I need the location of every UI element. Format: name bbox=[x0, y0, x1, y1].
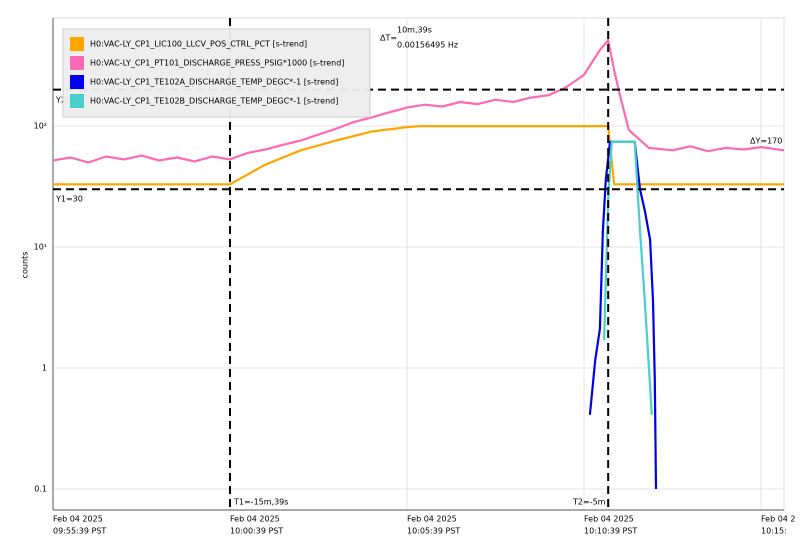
annotation: T1=-15m,39s bbox=[233, 498, 288, 507]
legend-label: H0:VAC-LY_CP1_PT101_DISCHARGE_PRESS_PSIG… bbox=[90, 59, 344, 68]
y-tick-label: 10¹ bbox=[34, 243, 47, 252]
annotation: 0.00156495 Hz bbox=[397, 41, 458, 50]
legend-label: H0:VAC-LY_CP1_TE102B_DISCHARGE_TEMP_DEGC… bbox=[90, 97, 338, 106]
x-tick-label: Feb 04 2025 bbox=[407, 515, 457, 524]
x-tick-label: Feb 04 2025 bbox=[584, 515, 634, 524]
legend-swatch bbox=[70, 56, 84, 70]
y-tick-label: 10² bbox=[34, 122, 47, 131]
y-axis-label: counts bbox=[21, 252, 30, 279]
annotation: ΔT= bbox=[380, 34, 397, 43]
x-tick-label: Feb 04 2025 bbox=[230, 515, 280, 524]
x-tick-label: 10:05:39 PST bbox=[407, 527, 460, 536]
annotation: 10m,39s bbox=[397, 26, 432, 35]
y-tick-label: 1 bbox=[42, 363, 47, 372]
annotation: ΔY=170 bbox=[750, 137, 782, 146]
annotation: Y1=30 bbox=[55, 195, 83, 204]
legend-label: H0:VAC-LY_CP1_LIC100_LLCV_POS_CTRL_PCT [… bbox=[90, 40, 307, 49]
legend-swatch bbox=[70, 37, 84, 51]
y-tick-label: 0.1 bbox=[34, 484, 47, 493]
legend-swatch bbox=[70, 75, 84, 89]
annotation: T2=-5m bbox=[572, 498, 606, 507]
legend-label: H0:VAC-LY_CP1_TE102A_DISCHARGE_TEMP_DEGC… bbox=[90, 78, 338, 87]
x-tick-label: 10:10:39 PST bbox=[584, 527, 637, 536]
series-line bbox=[52, 39, 785, 164]
legend-box bbox=[62, 28, 371, 118]
x-tick-label: 10:00:39 PST bbox=[230, 527, 283, 536]
legend-swatch bbox=[70, 94, 84, 108]
x-tick-label: Feb 04 2025 bbox=[53, 515, 103, 524]
x-tick-label: 10:15: bbox=[761, 527, 787, 536]
series-line bbox=[603, 140, 653, 415]
legend: H0:VAC-LY_CP1_LIC100_LLCV_POS_CTRL_PCT [… bbox=[62, 28, 371, 118]
x-tick-label: 09:55:39 PST bbox=[53, 527, 106, 536]
x-tick-label: Feb 04 2 bbox=[761, 515, 796, 524]
